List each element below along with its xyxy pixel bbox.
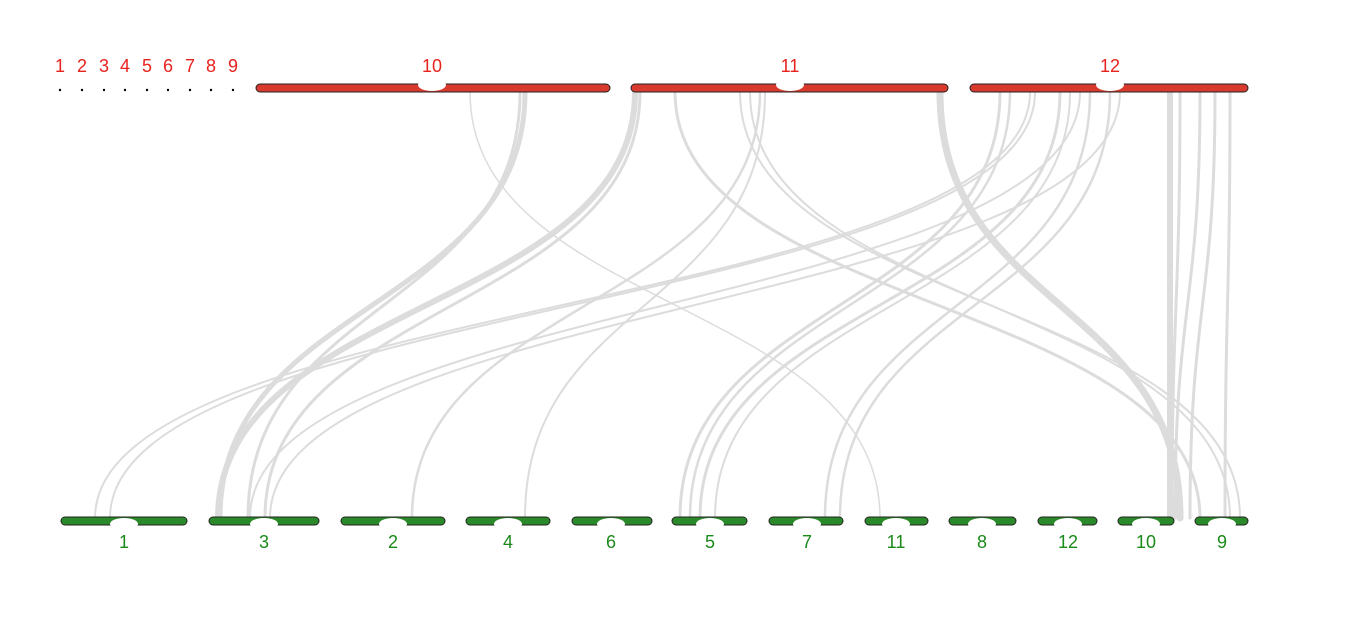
chromosome-label: 9 — [1217, 532, 1227, 552]
centromere — [250, 518, 278, 530]
link — [936, 88, 1184, 522]
link — [249, 91, 1081, 519]
link — [688, 90, 1012, 520]
link — [1223, 90, 1232, 520]
link — [714, 91, 1071, 519]
centromere — [882, 518, 910, 530]
chromosome-label: 8 — [206, 56, 216, 76]
chromosome-label: 10 — [1136, 532, 1156, 552]
chromosome-dot — [123, 88, 127, 92]
link — [94, 91, 1031, 519]
centromere — [379, 518, 407, 530]
link — [1188, 90, 1217, 520]
chromosome-label: 5 — [142, 56, 152, 76]
link — [215, 89, 638, 521]
centromere — [1096, 79, 1124, 91]
link — [410, 90, 762, 520]
chromosome-label: 4 — [503, 532, 513, 552]
chromosome-label: 1 — [55, 56, 65, 76]
chromosome-dot — [58, 88, 62, 92]
centromere — [110, 518, 138, 530]
chromosome-dot — [102, 88, 106, 92]
chromosome-label: 6 — [606, 532, 616, 552]
chromosome-label: 5 — [705, 532, 715, 552]
centromere — [793, 518, 821, 530]
centromere — [776, 79, 804, 91]
link — [217, 89, 528, 521]
centromere — [968, 518, 996, 530]
link — [823, 90, 1092, 520]
chromosome-label: 11 — [781, 56, 800, 76]
links — [94, 88, 1241, 522]
chromosome-label: 6 — [163, 56, 173, 76]
centromere — [494, 518, 522, 530]
chromosome-dot — [188, 88, 192, 92]
chromosome-label: 12 — [1100, 56, 1120, 76]
chromosome-label: 7 — [802, 532, 812, 552]
link — [838, 90, 1112, 520]
link — [524, 91, 766, 519]
chromosome-label: 3 — [259, 532, 269, 552]
chromosome-dot — [231, 88, 235, 92]
link — [263, 90, 642, 520]
chromosome-label: 8 — [977, 532, 987, 552]
centromere — [418, 79, 446, 91]
link — [673, 90, 1202, 520]
centromere — [1054, 518, 1082, 530]
chromosome-label: 12 — [1058, 532, 1078, 552]
chromosome-label: 1 — [119, 532, 129, 552]
chromosome-dot — [145, 88, 149, 92]
chromosome-label: 11 — [887, 532, 906, 552]
chromosome-label: 2 — [77, 56, 87, 76]
chromosome-label: 7 — [185, 56, 195, 76]
centromere — [597, 518, 625, 530]
chromosome-label: 2 — [388, 532, 398, 552]
link — [1173, 90, 1202, 520]
link — [469, 91, 881, 519]
chromosome-label: 9 — [228, 56, 238, 76]
link — [1170, 90, 1182, 520]
link — [698, 90, 1062, 520]
chromosome-label: 3 — [99, 56, 109, 76]
link — [749, 91, 1231, 519]
chromosome-label: 4 — [120, 56, 130, 76]
link — [109, 91, 1036, 519]
chromosome-dot — [166, 88, 170, 92]
chromosome-dot — [80, 88, 84, 92]
link — [246, 90, 522, 520]
link — [269, 91, 1121, 519]
chromosome-dot — [209, 88, 213, 92]
chromosome-label: 10 — [422, 56, 442, 76]
chromosomes: 1 2 3 4 5 6 7 8 9 10 11 121 3 2 4 6 5 7 11 8 12 10 9 — [55, 56, 1249, 552]
centromere — [1208, 518, 1236, 530]
centromere — [1132, 518, 1160, 530]
centromere — [696, 518, 724, 530]
